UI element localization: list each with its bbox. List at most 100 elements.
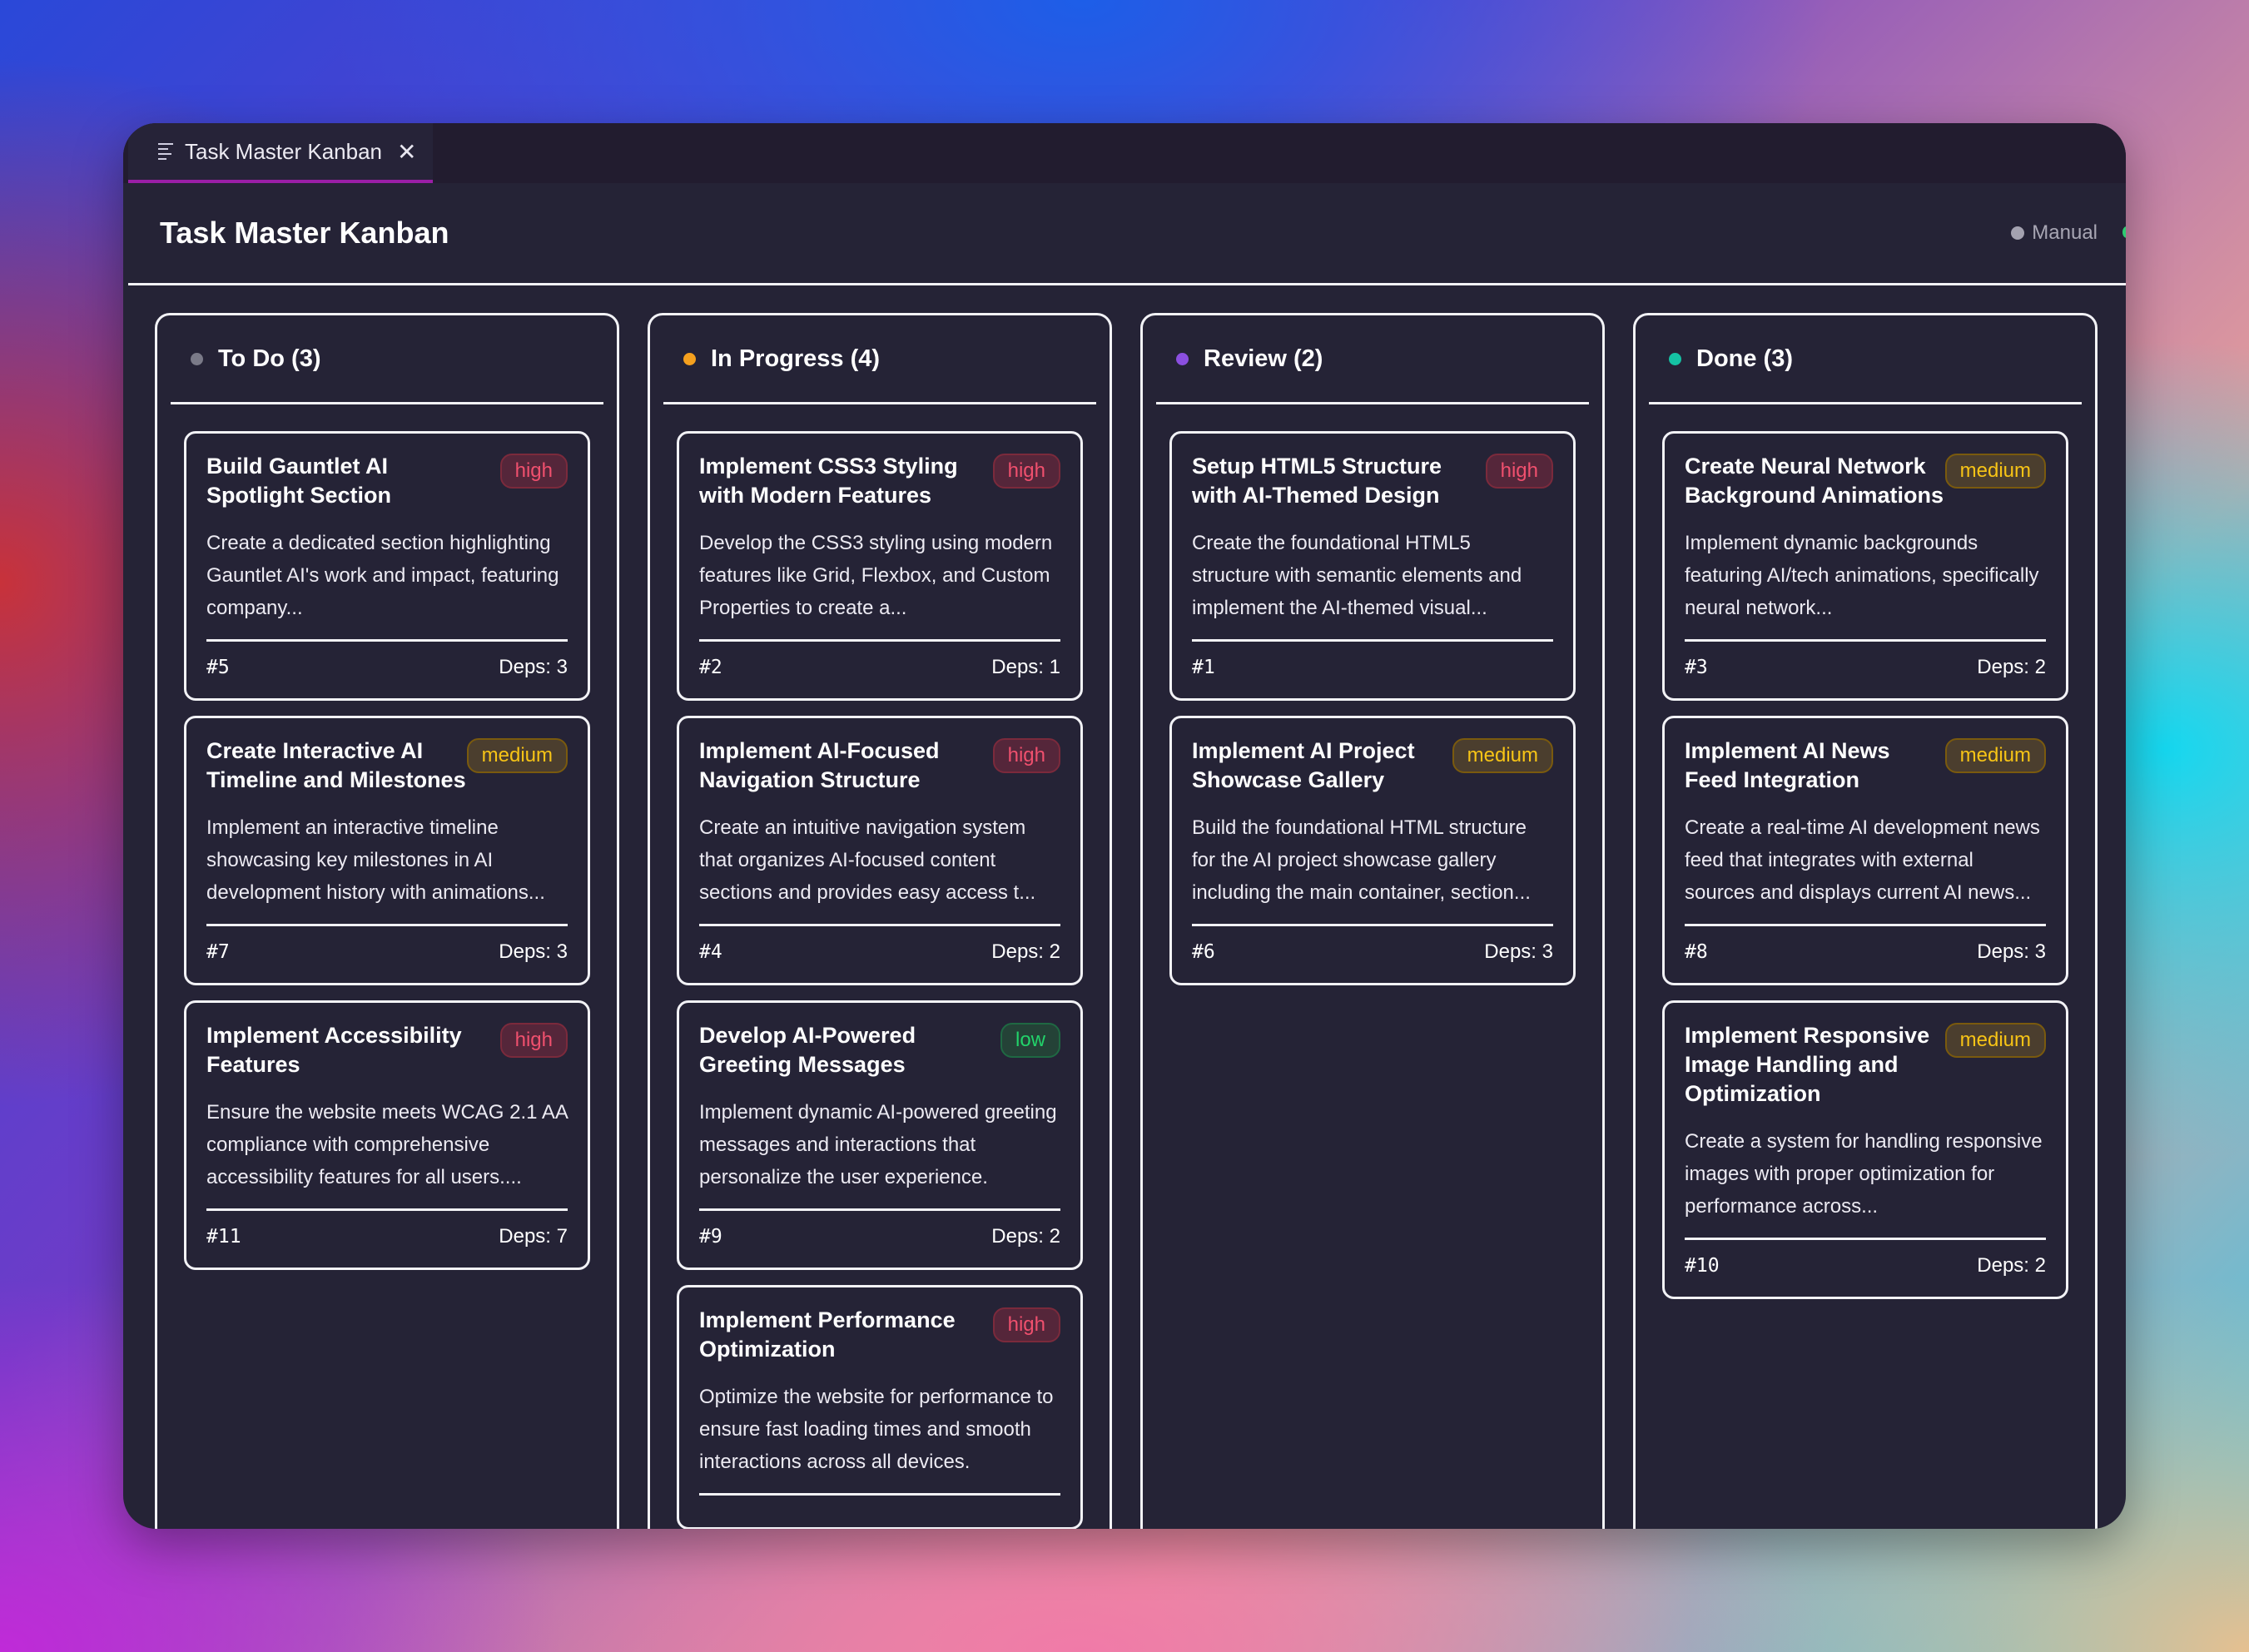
task-card[interactable]: Implement Responsive Image Handling and … bbox=[1662, 1000, 2068, 1299]
task-card[interactable]: Implement Performance Optimization high Op… bbox=[677, 1285, 1083, 1529]
page-header: Task Master Kanban Manual bbox=[128, 183, 2126, 285]
priority-badge: medium bbox=[1944, 738, 2046, 773]
dependency-count: Deps: 3 bbox=[1977, 940, 2046, 963]
card-title: Implement AI Project Showcase Gallery bbox=[1192, 738, 1415, 792]
card-description: Implement dynamic backgrounds featuring … bbox=[1685, 532, 2039, 619]
column-todo: To Do (3) Build Gauntlet AI Spotlight Sec… bbox=[155, 313, 619, 1529]
card-footer: #3 Deps: 2 bbox=[1685, 639, 2046, 680]
task-id: #11 bbox=[206, 1226, 241, 1248]
column-header: Review (2) bbox=[1156, 315, 1589, 404]
dependency-count: Deps: 2 bbox=[1977, 1254, 2046, 1277]
dependency-count: Deps: 2 bbox=[1977, 656, 2046, 678]
card-header: Implement CSS3 Styling with Modern Featu… bbox=[699, 452, 1060, 510]
mode-status[interactable]: Manual bbox=[2011, 221, 2126, 245]
app-window: Task Master Kanban ✕ Task Master Kanban … bbox=[123, 123, 2126, 1529]
column-title: In Progress (4) bbox=[711, 345, 881, 372]
card-footer: #10 Deps: 2 bbox=[1685, 1238, 2046, 1278]
priority-badge: high bbox=[499, 454, 568, 489]
column-done: Done (3) Create Neural Network Background… bbox=[1633, 313, 2098, 1529]
column-title: Done (3) bbox=[1696, 345, 1793, 372]
task-card[interactable]: Implement Accessibility Features high Ensu… bbox=[184, 1000, 590, 1270]
card-header: Implement Performance Optimization high bbox=[699, 1306, 1060, 1364]
status-label: Manual bbox=[2032, 221, 2098, 244]
tab-task-master-kanban[interactable]: Task Master Kanban ✕ bbox=[128, 123, 433, 183]
card-title: Implement AI News Feed Integration bbox=[1685, 738, 1890, 792]
column-status-dot-icon bbox=[683, 352, 696, 365]
list-icon bbox=[158, 143, 173, 160]
column-title: To Do (3) bbox=[218, 345, 321, 372]
card-description: Create the foundational HTML5 structure … bbox=[1192, 532, 1522, 619]
card-title: Build Gauntlet AI Spotlight Section bbox=[206, 454, 391, 508]
card-title: Create Interactive AI Timeline and Miles… bbox=[206, 738, 466, 792]
card-description: Create an intuitive navigation system th… bbox=[699, 816, 1036, 904]
card-list: Build Gauntlet AI Spotlight Section high C… bbox=[157, 404, 617, 1270]
card-footer: #4 Deps: 2 bbox=[699, 924, 1060, 965]
column-status-dot-icon bbox=[191, 352, 203, 365]
task-card[interactable]: Implement AI News Feed Integration medium… bbox=[1662, 716, 2068, 985]
status-dot-icon bbox=[2011, 226, 2025, 240]
task-id: #9 bbox=[699, 1226, 722, 1248]
card-header: Implement AI News Feed Integration medium bbox=[1685, 737, 2046, 795]
card-footer: #2 Deps: 1 bbox=[699, 639, 1060, 680]
card-title: Implement Performance Optimization bbox=[699, 1307, 956, 1362]
card-header: Develop AI-Powered Greeting Messages low bbox=[699, 1021, 1060, 1079]
card-footer: #11 Deps: 7 bbox=[206, 1208, 568, 1249]
card-title: Develop AI-Powered Greeting Messages bbox=[699, 1023, 916, 1077]
priority-badge: high bbox=[992, 1307, 1060, 1342]
card-list: Implement CSS3 Styling with Modern Featu… bbox=[650, 404, 1110, 1529]
card-title: Implement AI-Focused Navigation Structur… bbox=[699, 738, 940, 792]
card-footer: #5 Deps: 3 bbox=[206, 639, 568, 680]
priority-badge: medium bbox=[1944, 454, 2046, 489]
task-id: #10 bbox=[1685, 1255, 1720, 1277]
page-title: Task Master Kanban bbox=[160, 216, 449, 250]
task-card[interactable]: Build Gauntlet AI Spotlight Section high C… bbox=[184, 431, 590, 701]
card-description: Create a dedicated section highlighting … bbox=[206, 532, 559, 619]
card-description: Optimize the website for performance to … bbox=[699, 1386, 1054, 1473]
column-status-dot-icon bbox=[1176, 352, 1189, 365]
card-description: Ensure the website meets WCAG 2.1 AA com… bbox=[206, 1101, 568, 1188]
task-card[interactable]: Setup HTML5 Structure with AI-Themed Des… bbox=[1169, 431, 1576, 701]
task-id: #2 bbox=[699, 657, 722, 678]
priority-badge: high bbox=[992, 738, 1060, 773]
card-title: Implement Responsive Image Handling and … bbox=[1685, 1023, 1930, 1106]
column-title: Review (2) bbox=[1204, 345, 1323, 372]
dependency-count: Deps: 3 bbox=[499, 940, 568, 963]
card-header: Implement AI-Focused Navigation Structur… bbox=[699, 737, 1060, 795]
priority-badge: medium bbox=[1944, 1023, 2046, 1058]
card-title: Setup HTML5 Structure with AI-Themed Des… bbox=[1192, 454, 1442, 508]
task-card[interactable]: Implement AI Project Showcase Gallery med… bbox=[1169, 716, 1576, 985]
card-header: Create Interactive AI Timeline and Miles… bbox=[206, 737, 568, 795]
task-card[interactable]: Create Interactive AI Timeline and Miles… bbox=[184, 716, 590, 985]
card-description: Implement an interactive timeline showca… bbox=[206, 816, 545, 904]
card-description: Build the foundational HTML structure fo… bbox=[1192, 816, 1531, 904]
card-footer: #9 Deps: 2 bbox=[699, 1208, 1060, 1249]
tab-bar: Task Master Kanban ✕ bbox=[123, 123, 2126, 183]
task-card[interactable]: Create Neural Network Background Animati… bbox=[1662, 431, 2068, 701]
card-description: Implement dynamic AI-powered greeting me… bbox=[699, 1101, 1057, 1188]
dependency-count: Deps: 3 bbox=[1484, 940, 1553, 963]
card-list: Setup HTML5 Structure with AI-Themed Des… bbox=[1143, 404, 1602, 985]
card-title: Implement Accessibility Features bbox=[206, 1023, 462, 1077]
card-footer: #7 Deps: 3 bbox=[206, 924, 568, 965]
task-id: #5 bbox=[206, 657, 230, 678]
dependency-count: Deps: 3 bbox=[499, 656, 568, 678]
task-id: #7 bbox=[206, 941, 230, 963]
priority-badge: medium bbox=[466, 738, 568, 773]
card-header: Setup HTML5 Structure with AI-Themed Des… bbox=[1192, 452, 1553, 510]
task-id: #4 bbox=[699, 941, 722, 963]
card-footer bbox=[699, 1493, 1060, 1509]
column-header: Done (3) bbox=[1649, 315, 2082, 404]
kanban-board: To Do (3) Build Gauntlet AI Spotlight Sec… bbox=[123, 285, 2126, 1529]
dependency-count: Deps: 2 bbox=[991, 1225, 1060, 1248]
priority-badge: medium bbox=[1452, 738, 1553, 773]
task-card[interactable]: Develop AI-Powered Greeting Messages low I… bbox=[677, 1000, 1083, 1270]
column-in-progress: In Progress (4) Implement CSS3 Styling wi… bbox=[648, 313, 1112, 1529]
task-id: #6 bbox=[1192, 941, 1215, 963]
task-card[interactable]: Implement CSS3 Styling with Modern Featu… bbox=[677, 431, 1083, 701]
task-card[interactable]: Implement AI-Focused Navigation Structur… bbox=[677, 716, 1083, 985]
close-icon[interactable]: ✕ bbox=[397, 138, 417, 165]
card-description: Create a system for handling responsive … bbox=[1685, 1130, 2043, 1218]
card-header: Implement Accessibility Features high bbox=[206, 1021, 568, 1079]
card-header: Build Gauntlet AI Spotlight Section high bbox=[206, 452, 568, 510]
card-header: Implement AI Project Showcase Gallery med… bbox=[1192, 737, 1553, 795]
